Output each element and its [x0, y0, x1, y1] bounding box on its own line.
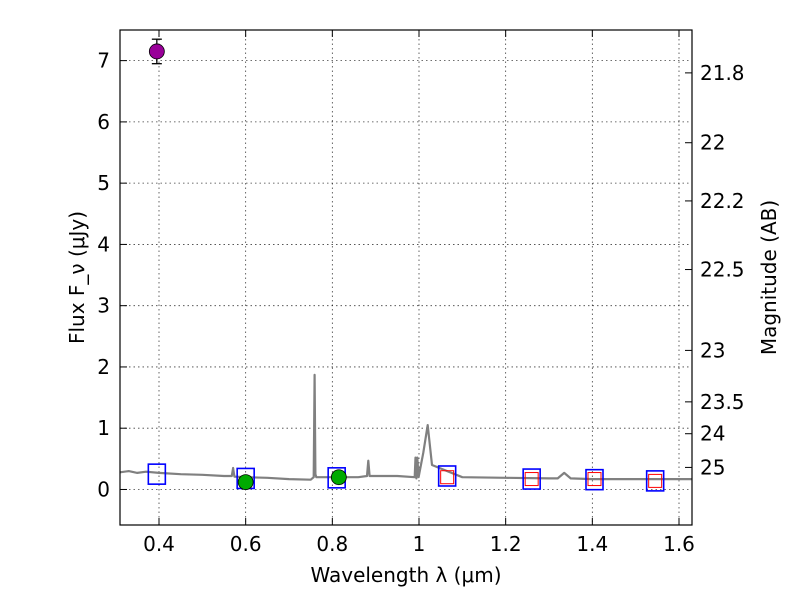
x-tick-label: 0.8	[316, 532, 348, 556]
right-tick-label: 23	[700, 338, 725, 362]
right-tick-label: 22	[700, 131, 725, 155]
upper-limit-point	[587, 472, 602, 487]
plot-frame	[119, 29, 693, 526]
y-tick-label: 6	[97, 110, 110, 134]
x-tick-label: 1.2	[490, 532, 522, 556]
model-photometry-point	[147, 463, 167, 485]
grid-lines	[120, 30, 692, 525]
model-photometry-point	[522, 468, 541, 490]
right-axis-label: Magnitude (AB)	[757, 200, 781, 355]
y-tick-label: 7	[97, 49, 110, 73]
y-tick-label: 4	[97, 232, 110, 256]
axis-ticks: 0.4 0.6 0.8 1 1.2 1.4 1.60123456721.82222.222.…	[97, 30, 745, 556]
y-axis-label: Flux F_ν (μJy)	[65, 211, 89, 344]
y-tick-label: 1	[97, 416, 110, 440]
right-tick-label: 22.2	[700, 189, 745, 213]
x-tick-label: 1.4	[576, 532, 608, 556]
x-axis-label: Wavelength λ (μm)	[310, 563, 501, 587]
upper-limit-point	[524, 472, 539, 487]
right-tick-label: 25	[700, 455, 725, 479]
spectrum-line	[119, 373, 692, 481]
y-tick-label: 3	[97, 294, 110, 318]
right-tick-label: 22.5	[700, 258, 745, 282]
y-tick-label: 0	[97, 477, 110, 501]
upper-limit-point	[648, 473, 663, 488]
x-tick-label: 1.6	[663, 532, 695, 556]
observed-uv-point	[148, 43, 165, 60]
right-tick-label: 24	[700, 422, 725, 446]
photometry-points	[147, 38, 665, 492]
y-tick-label: 2	[97, 355, 110, 379]
x-tick-label: 1	[413, 532, 426, 556]
x-tick-label: 0.4	[143, 532, 175, 556]
upper-limit-point	[440, 470, 455, 485]
observed-detection-point	[237, 474, 254, 491]
model-photometry-point	[437, 465, 457, 487]
x-tick-label: 0.6	[230, 532, 262, 556]
y-tick-label: 5	[97, 171, 110, 195]
model-photometry-point	[585, 468, 604, 491]
right-tick-label: 23.5	[700, 390, 745, 414]
right-tick-label: 21.8	[700, 61, 745, 85]
model-photometry-point	[645, 470, 665, 492]
model-spectrum	[119, 373, 692, 481]
observed-detection-point	[330, 469, 347, 486]
